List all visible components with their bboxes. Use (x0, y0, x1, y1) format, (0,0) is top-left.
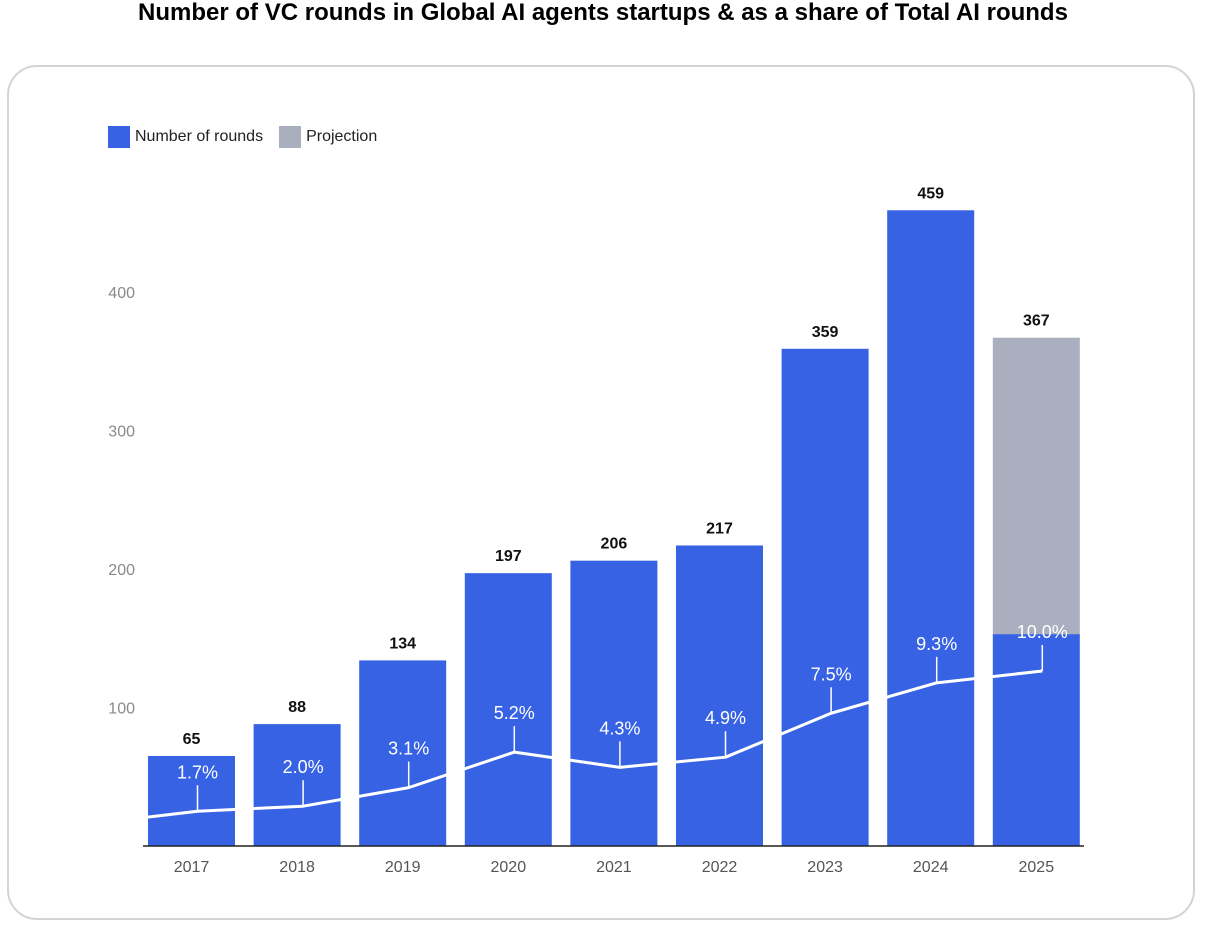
bar-total-label: 359 (812, 324, 839, 341)
bar-rounds (359, 660, 447, 846)
bar-rounds (148, 755, 235, 846)
bar-rounds (570, 560, 658, 846)
share-point-label: 10.0% (1017, 622, 1068, 642)
bar-rounds (781, 348, 869, 846)
share-point-label: 5.2% (494, 703, 535, 723)
bar-projection (992, 337, 1080, 635)
x-tick-label: 2017 (174, 859, 210, 876)
x-tick-label: 2018 (279, 859, 315, 876)
share-point-label: 1.7% (177, 762, 218, 782)
bar-total-label: 217 (706, 520, 733, 537)
x-tick-label: 2020 (491, 859, 527, 876)
bar-total-label: 367 (1023, 313, 1050, 330)
share-line (137, 669, 1043, 820)
bar-total-label: 459 (917, 185, 944, 202)
bar-rounds (253, 724, 341, 846)
share-point-label: 4.9% (705, 708, 746, 728)
x-tick-label: 2021 (596, 859, 632, 876)
share-point-label: 3.1% (388, 739, 429, 759)
legend-label-rounds: Number of rounds (135, 128, 264, 145)
bar-rounds (887, 210, 975, 846)
x-tick-label: 2022 (702, 859, 738, 876)
legend-item-projection: Projection (279, 126, 377, 148)
x-tick-label: 2024 (913, 859, 949, 876)
chart-title: Number of VC rounds in Global AI agents … (138, 0, 1068, 26)
bar-rounds (676, 545, 763, 846)
legend-item-rounds: Number of rounds (108, 126, 263, 148)
y-tick-label: 300 (108, 424, 135, 441)
legend: Number of rounds Projection (108, 125, 393, 149)
share-point-label: 4.3% (599, 718, 640, 738)
bar-total-label: 197 (495, 548, 522, 565)
bar-total-label: 65 (183, 731, 201, 748)
x-tick-label: 2023 (807, 859, 843, 876)
x-tick-label: 2025 (1019, 859, 1055, 876)
bar-total-label: 134 (389, 635, 416, 652)
legend-label-projection: Projection (306, 128, 378, 145)
legend-swatch-projection (279, 126, 302, 148)
bar-total-label: 88 (288, 699, 306, 716)
bar-total-label: 206 (601, 536, 628, 553)
y-tick-label: 100 (108, 701, 135, 718)
x-tick-label: 2019 (385, 859, 421, 876)
y-tick-label: 200 (108, 562, 135, 579)
share-point-label: 7.5% (811, 664, 852, 684)
bar-rounds (992, 634, 1080, 846)
bar-rounds (464, 573, 552, 846)
legend-swatch-rounds (108, 126, 130, 148)
share-point-label: 2.0% (283, 757, 324, 777)
y-tick-label: 400 (108, 285, 135, 302)
share-point-label: 9.3% (916, 634, 957, 654)
